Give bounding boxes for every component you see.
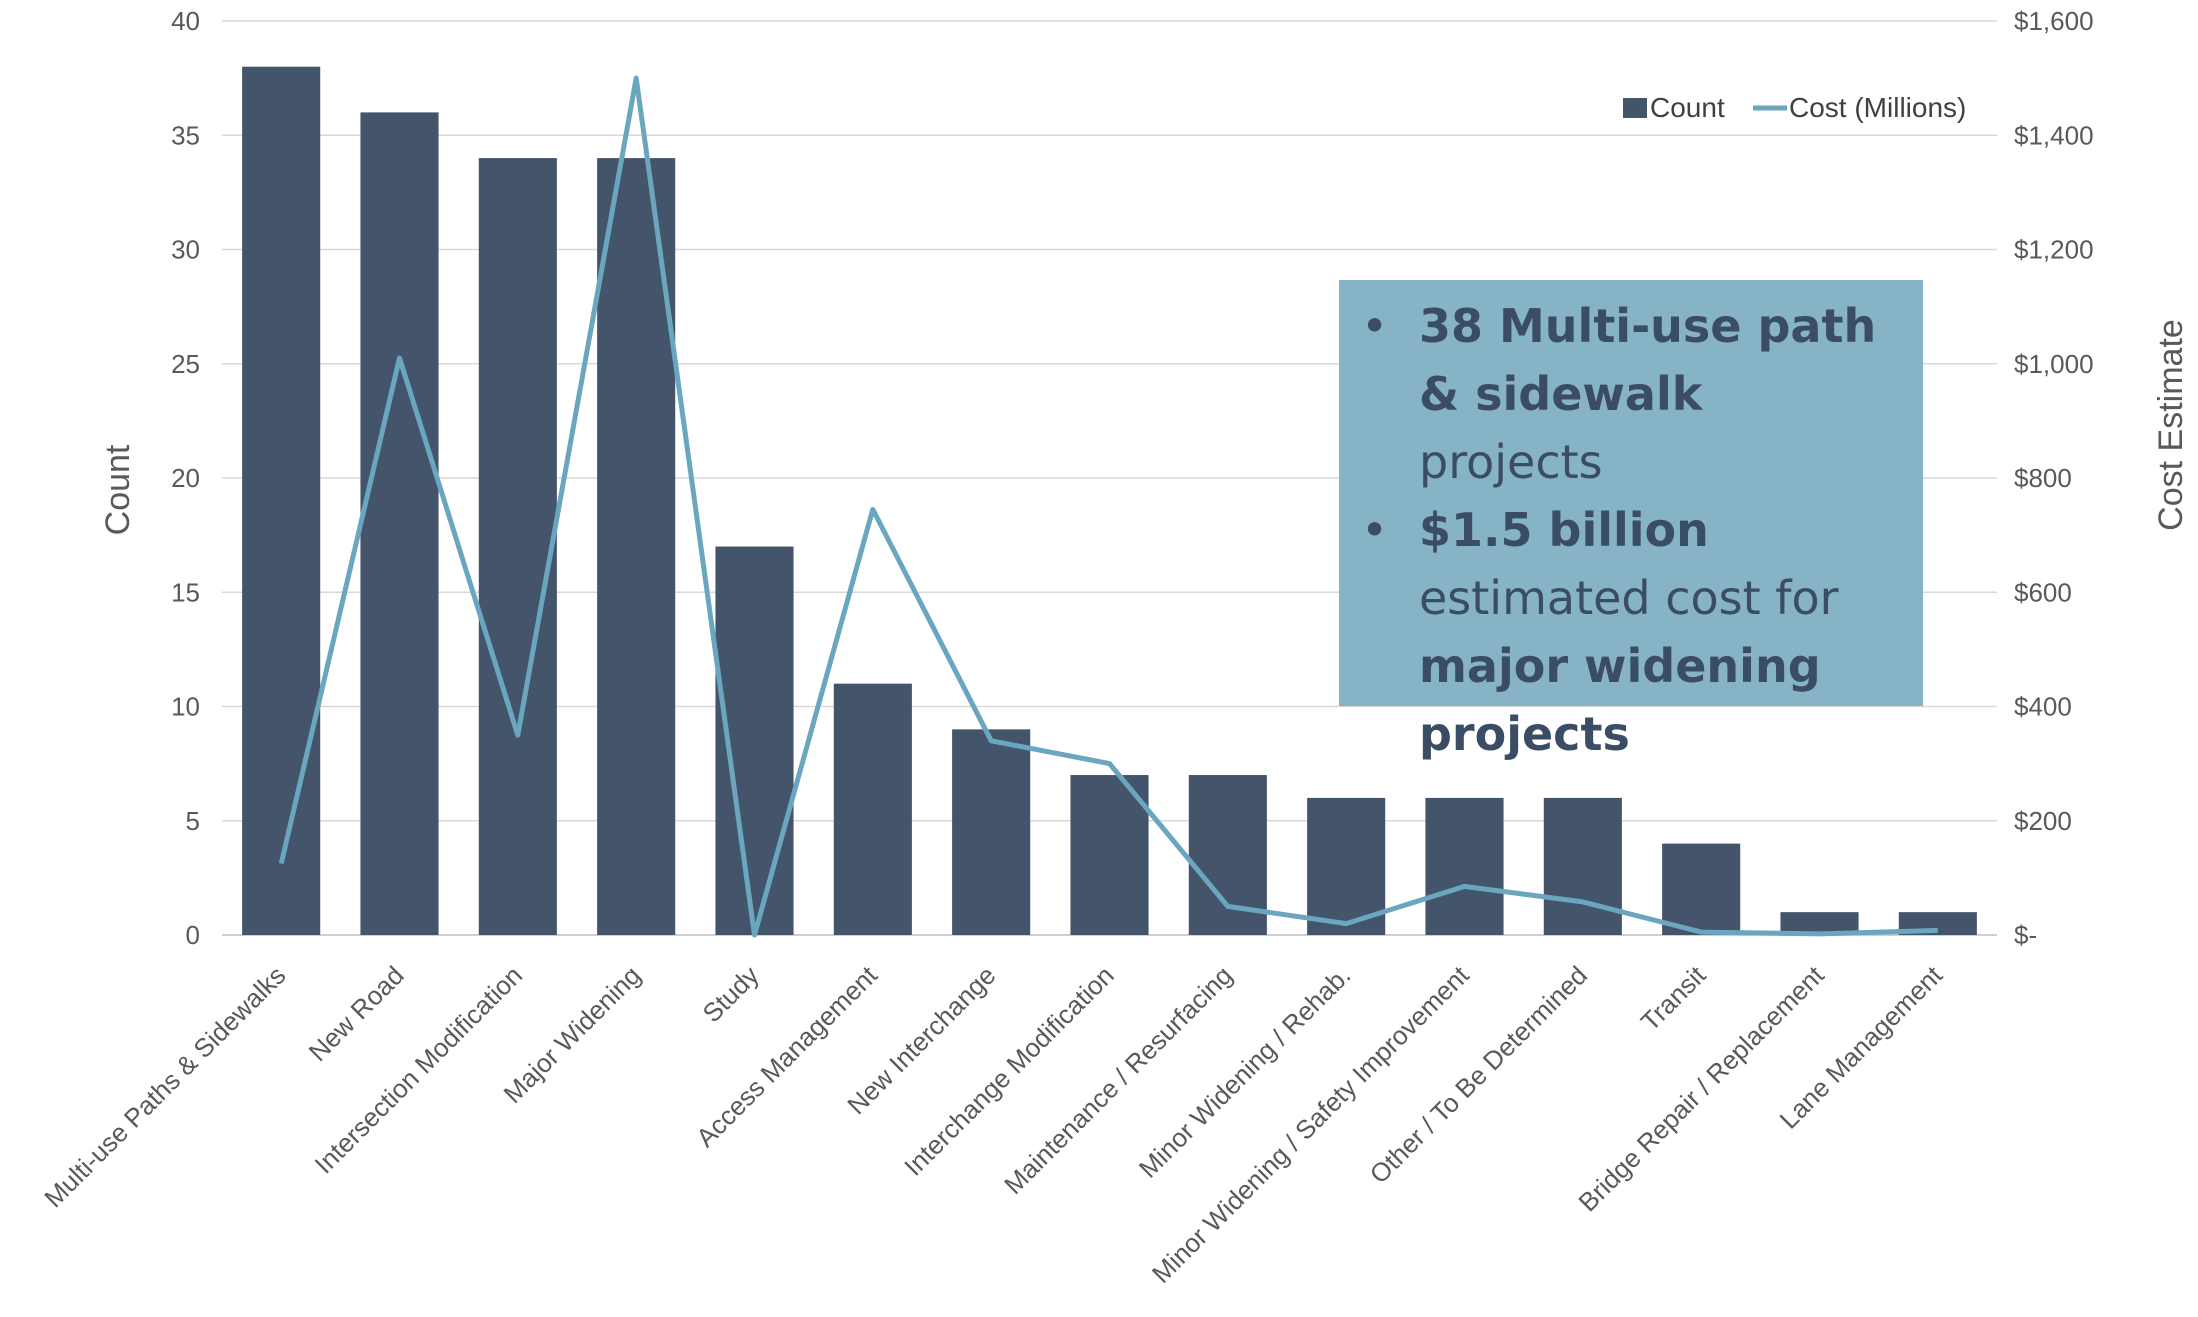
- y-tick-label: 25: [171, 349, 200, 379]
- x-tick-label: Multi-use Paths & Sidewalks: [38, 960, 291, 1213]
- callout-bullet-1: 38 Multi-use path & sidewalk projects: [1357, 292, 1899, 496]
- callout-bullet-1-text: projects: [1419, 435, 1603, 489]
- right-axis-ticks: $- $200 $400 $600 $800 $1,000 $1,200 $1,400 $1,6…: [2014, 6, 2094, 950]
- bar: [360, 112, 439, 935]
- count-bars: [242, 66, 1977, 936]
- y-tick-label: 0: [186, 920, 200, 950]
- y2-axis-title: Cost Estimate: [2152, 319, 2190, 531]
- y-tick-label: 35: [171, 120, 200, 150]
- x-tick-label: Bridge Repair / Replacement: [1572, 959, 1830, 1217]
- bar: [1070, 775, 1149, 935]
- callout-bullet-2-bold: $1.5 billion: [1419, 503, 1709, 557]
- y-tick-label: 15: [171, 577, 200, 607]
- x-tick-label: Transit: [1635, 959, 1712, 1036]
- bar: [1662, 843, 1741, 935]
- callout-bullet-2-bold-end: major widening projects: [1419, 639, 1821, 761]
- bar: [242, 66, 321, 935]
- bar: [478, 158, 557, 936]
- y2-tick-label: $800: [2014, 463, 2072, 493]
- y2-tick-label: $600: [2014, 577, 2072, 607]
- x-tick-label: Maintenance / Resurfacing: [998, 960, 1238, 1200]
- y2-tick-label: $1,600: [2014, 6, 2094, 36]
- bar: [1425, 797, 1504, 935]
- bar: [1307, 797, 1386, 935]
- y2-tick-label: $1,400: [2014, 120, 2094, 150]
- x-tick-label: Minor Widening / Rehab.: [1133, 960, 1357, 1184]
- y-tick-label: 10: [171, 692, 200, 722]
- legend-count-label: Count: [1650, 92, 1725, 123]
- y2-tick-label: $1,000: [2014, 349, 2094, 379]
- x-tick-label: Study: [697, 960, 765, 1028]
- legend-count-swatch: [1623, 98, 1647, 118]
- callout-bullet-2-text: estimated cost for: [1419, 571, 1839, 625]
- callout-bullet-2: $1.5 billion estimated cost for major wi…: [1357, 496, 1899, 768]
- x-tick-label: Intersection Modification: [309, 960, 528, 1179]
- bar: [1780, 912, 1859, 935]
- y2-tick-label: $400: [2014, 692, 2072, 722]
- y-axis-title: Count: [99, 444, 137, 535]
- y-tick-label: 5: [186, 806, 200, 836]
- callout-box: 38 Multi-use path & sidewalk projects $1…: [1339, 280, 1923, 761]
- callout-bullet-1-bold: 38 Multi-use path & sidewalk: [1419, 299, 1877, 421]
- y-tick-label: 40: [171, 6, 200, 36]
- x-tick-label: New Road: [303, 960, 410, 1067]
- legend-cost-label: Cost (Millions): [1789, 92, 1966, 123]
- bar: [1543, 797, 1622, 935]
- x-tick-label: Other / To Be Determined: [1364, 960, 1593, 1189]
- legend: Count Cost (Millions): [1623, 92, 1966, 123]
- cost-line: [278, 75, 1938, 938]
- y-tick-label: 30: [171, 235, 200, 265]
- x-axis-ticks: Multi-use Paths & Sidewalks New RoadInter…: [38, 959, 1948, 1288]
- bar: [952, 729, 1031, 935]
- left-axis-ticks: 0 5 10 15 20 25 30 35 40: [171, 6, 200, 950]
- y2-tick-label: $200: [2014, 806, 2072, 836]
- y2-tick-label: $1,200: [2014, 235, 2094, 265]
- bar: [833, 683, 912, 935]
- bar: [597, 158, 676, 936]
- y2-tick-label: $-: [2014, 920, 2037, 950]
- x-tick-label: Interchange Modification: [898, 960, 1120, 1182]
- y-tick-label: 20: [171, 463, 200, 493]
